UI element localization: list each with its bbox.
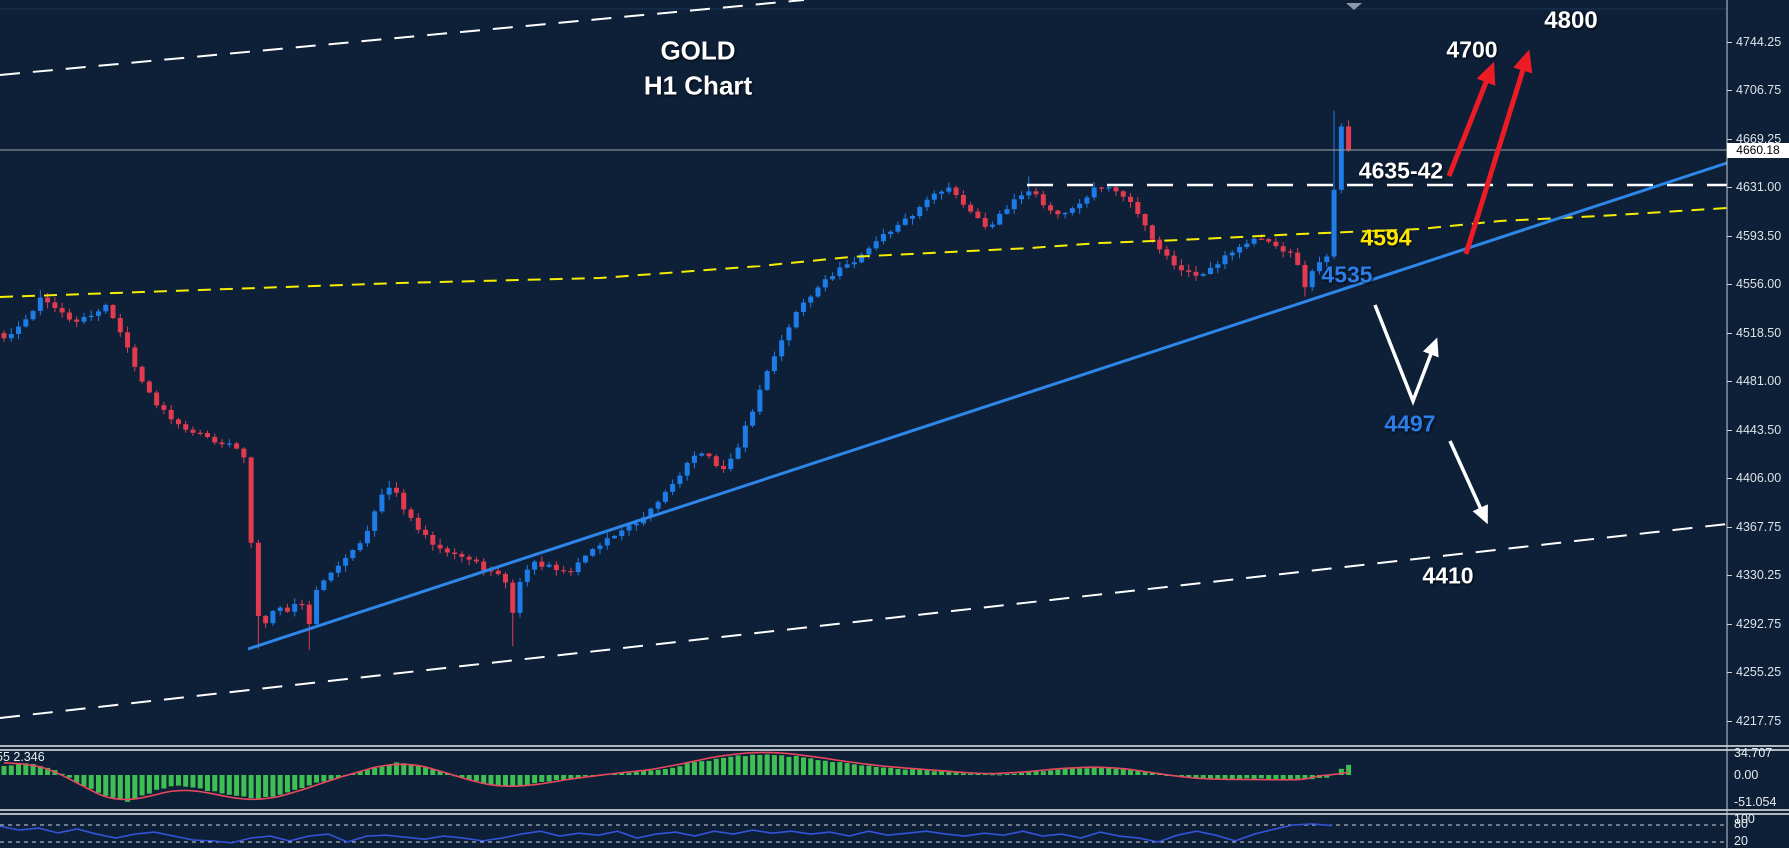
indicator-header-label: 55 2.346 xyxy=(0,750,45,764)
price-axis-label: 4255.25 xyxy=(1736,665,1782,679)
axis-tick xyxy=(1727,430,1732,431)
osma-scale-label: 34.707 xyxy=(1734,746,1773,760)
stoch-scale-label: 20 xyxy=(1734,834,1748,848)
chart-title-symbol: GOLD xyxy=(660,35,736,66)
price-axis-label: 4518.50 xyxy=(1736,326,1782,340)
axis-tick xyxy=(1727,381,1732,382)
axis-tick xyxy=(1727,333,1732,334)
level-4594: 4594 xyxy=(1360,224,1412,251)
axis-tick xyxy=(1727,139,1732,140)
price-axis-label: 4706.75 xyxy=(1736,83,1782,97)
axis-tick xyxy=(1727,236,1732,237)
axis-tick xyxy=(1727,527,1732,528)
gridlines xyxy=(0,3,1727,10)
osma-scale-label: 0.00 xyxy=(1734,768,1759,782)
axis-tick xyxy=(1727,42,1732,43)
stochastic-line xyxy=(0,823,1727,844)
red-arrow-to-4700 xyxy=(1446,61,1496,177)
white-zigzag-arrow xyxy=(1373,304,1439,406)
stoch-scale-label: 80 xyxy=(1734,817,1748,831)
axis-tick xyxy=(1727,478,1732,479)
stoch-scale-label: 100 xyxy=(1734,812,1755,826)
price-axis-label: 4367.75 xyxy=(1736,520,1782,534)
price-axis-label: 4292.75 xyxy=(1736,617,1782,631)
level-4497: 4497 xyxy=(1384,410,1436,437)
white-down-arrow xyxy=(1448,440,1488,525)
price-axis-label: 4443.50 xyxy=(1736,423,1782,437)
axis-tick xyxy=(1727,672,1732,673)
osma-signal-line xyxy=(3,751,1349,801)
level-4410: 4410 xyxy=(1422,562,1474,589)
channel-upper-line xyxy=(0,0,805,76)
price-axis-label: 4406.00 xyxy=(1736,471,1782,485)
price-axis-label: 4744.25 xyxy=(1736,35,1782,49)
price-axis-label: 4330.25 xyxy=(1736,568,1782,582)
chart-title-timeframe: H1 Chart xyxy=(643,70,753,101)
axis-tick xyxy=(1727,284,1732,285)
axis-tick xyxy=(1727,624,1732,625)
stochastic-main-line xyxy=(0,823,1332,844)
candlestick-series xyxy=(1,110,1352,651)
price-axis-label: 4593.50 xyxy=(1736,229,1782,243)
channel-lower-line xyxy=(0,523,1728,719)
level-4535: 4535 xyxy=(1321,261,1373,288)
axis-tick xyxy=(1727,575,1732,576)
price-axis-label: 4556.00 xyxy=(1736,277,1782,291)
price-axis-label: 4217.75 xyxy=(1736,714,1782,728)
osma-scale-label: -51.054 xyxy=(1734,795,1777,809)
ascending-trendline xyxy=(247,161,1728,651)
axis-tick xyxy=(1727,721,1732,722)
axis-tick xyxy=(1727,187,1732,188)
axis-tick xyxy=(1727,90,1732,91)
price-axis-label: 4669.25 xyxy=(1736,132,1782,146)
zone-4635-42: 4635-42 xyxy=(1358,157,1444,184)
price-axis-label: 4481.00 xyxy=(1736,374,1782,388)
price-axis-label: 4631.00 xyxy=(1736,180,1782,194)
level-4800: 4800 xyxy=(1544,7,1598,34)
osma-histogram xyxy=(1,751,1352,802)
current-price-tag: 4660.18 xyxy=(1727,143,1789,158)
level-4700: 4700 xyxy=(1446,36,1498,63)
red-arrow-to-4800 xyxy=(1463,49,1533,255)
annotation-arrows xyxy=(1373,49,1533,525)
